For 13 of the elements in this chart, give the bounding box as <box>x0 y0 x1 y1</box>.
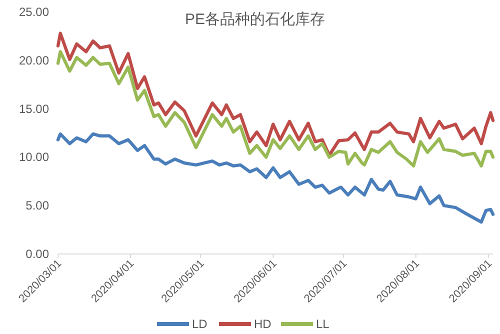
y-tick-label: 20.00 <box>18 53 50 68</box>
y-tick-label: 0.00 <box>26 247 50 261</box>
y-tick-label: 15.00 <box>18 102 50 116</box>
line-series <box>56 50 495 168</box>
y-tick-label: 25.00 <box>18 5 50 19</box>
legend-label: LD <box>192 317 208 331</box>
y-tick-label: 5.00 <box>26 198 50 213</box>
line-series <box>56 32 495 157</box>
line-series <box>56 132 495 224</box>
legend-label: HD <box>254 317 272 331</box>
chart-title: PE各品种的石化库存 <box>184 11 326 28</box>
y-tick-label: 10.00 <box>18 150 50 164</box>
legend-label: LL <box>316 317 330 331</box>
